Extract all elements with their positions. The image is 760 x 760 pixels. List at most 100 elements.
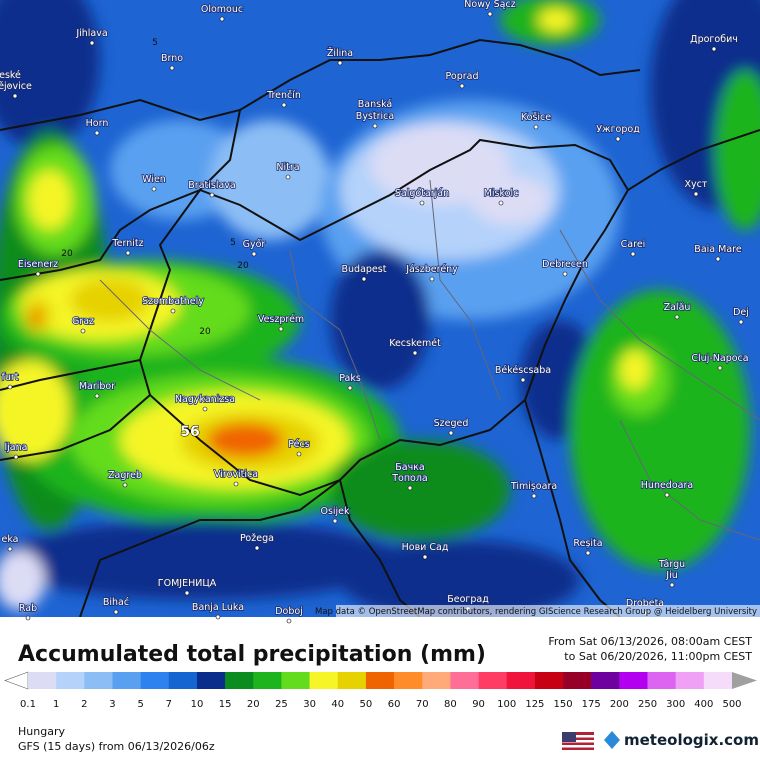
city-label: Žilina — [327, 47, 353, 59]
city-dot — [715, 256, 721, 262]
legend-swatch — [84, 672, 113, 689]
city-label: ГОМЈЕНИЦА — [158, 578, 217, 589]
region-borders — [99, 179, 760, 541]
legend-label: 400 — [694, 699, 713, 710]
legend-label: 30 — [303, 699, 316, 710]
city-label: Banská — [358, 99, 392, 110]
map — [0, 0, 760, 617]
city-label: Jászberény — [405, 264, 458, 275]
legend-swatch — [253, 672, 282, 689]
city-label: Бачка — [395, 462, 425, 473]
city-dot — [459, 83, 465, 89]
city-dot — [233, 481, 239, 487]
city-label: Trenčín — [266, 90, 301, 101]
date-from: From Sat 06/13/2026, 08:00am CEST — [548, 635, 752, 648]
legend-swatch — [196, 672, 226, 689]
legend-swatch — [337, 672, 367, 689]
legend-swatch — [140, 672, 170, 689]
city-dot — [151, 186, 157, 192]
city-label: Graz — [72, 316, 94, 327]
city-label: ějovice — [0, 81, 32, 92]
city-label: Bystrica — [356, 111, 394, 122]
city-dot — [361, 276, 367, 282]
city-dot — [80, 328, 86, 334]
city-dot — [717, 365, 723, 371]
legend-label: 10 — [191, 699, 204, 710]
legend-label: 500 — [722, 699, 741, 710]
contour-label: 5 — [152, 38, 158, 48]
legend-label: 150 — [553, 699, 572, 710]
city-label: Ужгород — [596, 124, 640, 135]
legend-label: 1 — [53, 699, 59, 710]
legend-swatch — [703, 672, 733, 689]
city-label: Salgótarján — [395, 188, 449, 199]
city-dot — [615, 136, 621, 142]
contour-label: 20 — [237, 261, 249, 271]
city-label: Топола — [391, 473, 428, 484]
city-dot — [407, 474, 413, 480]
city-dot — [412, 350, 418, 356]
city-dot — [429, 276, 435, 282]
legend-label: 5 — [137, 699, 143, 710]
city-dot — [296, 451, 302, 457]
legend-label: 175 — [582, 699, 601, 710]
city-label: Szeged — [434, 418, 469, 429]
legend-label: 25 — [275, 699, 288, 710]
city-label: Brno — [161, 53, 183, 64]
city-dot — [332, 518, 338, 524]
legend-swatch — [647, 672, 676, 689]
legend-swatch — [112, 672, 141, 689]
city-dot — [498, 200, 504, 206]
city-dot — [630, 251, 636, 257]
city-label: Jiu — [665, 570, 677, 581]
legend-label: 2 — [81, 699, 87, 710]
legend: 0.1 1 2 3 5 7 10 15 20 25 30 40 50 60 70 80 90 100 125 150 1… — [4, 671, 757, 710]
borders — [0, 38, 760, 617]
city-dot — [12, 93, 18, 99]
city-dot — [219, 16, 225, 22]
city-dot — [13, 454, 19, 460]
attribution: Map data © OpenStreetMap contributors, r… — [315, 607, 757, 617]
legend-low-arrow — [4, 671, 29, 690]
legend-label: 300 — [666, 699, 685, 710]
city-dot — [372, 111, 378, 117]
city-label: Pécs — [288, 439, 309, 450]
city-label: Debrecen — [542, 259, 588, 270]
city-dot — [693, 191, 699, 197]
city-dot — [533, 124, 539, 130]
city-label: Osijek — [320, 506, 350, 517]
city-label: Horn — [86, 118, 109, 129]
legend-swatch — [394, 672, 423, 689]
city-label: Budapest — [342, 264, 387, 275]
city-dot — [487, 11, 493, 17]
city-dot — [35, 271, 41, 277]
city-label: eka — [1, 534, 18, 545]
city-label: Szombathely — [142, 296, 204, 307]
city-label: Zalău — [664, 302, 691, 313]
attribution-bg — [336, 605, 760, 617]
city-dot — [664, 492, 670, 498]
city-label: Zagreb — [108, 470, 142, 481]
city-dot — [285, 174, 291, 180]
city-dot — [347, 385, 353, 391]
city-label: Dej — [733, 307, 749, 318]
region: Hungary — [18, 725, 65, 738]
city-dot — [94, 393, 100, 399]
city-label: Jihlava — [75, 28, 107, 39]
title: Accumulated total precipitation (mm) — [18, 642, 486, 667]
legend-label: 40 — [331, 699, 344, 710]
city-label: eské — [0, 70, 21, 81]
legend-swatch — [168, 672, 198, 689]
city-dot — [407, 485, 413, 491]
city-label: Košice — [521, 112, 551, 123]
legend-swatch — [281, 672, 310, 689]
legend-swatch — [56, 672, 85, 689]
legend-high-arrow — [732, 672, 757, 689]
legend-label: 125 — [525, 699, 544, 710]
city-label: Wien — [142, 174, 166, 185]
city-dot — [7, 546, 13, 552]
city-label: Banja Luka — [192, 602, 244, 613]
city-dot — [184, 590, 190, 596]
city-dot — [738, 319, 744, 325]
